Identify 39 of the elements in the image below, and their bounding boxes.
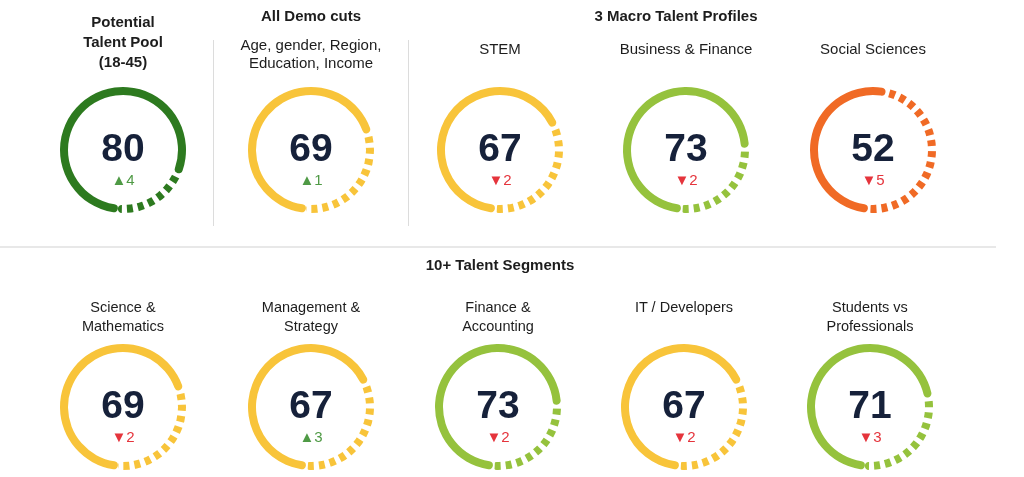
chart-title: Students vs Professionals bbox=[825, 298, 915, 336]
donut-slice bbox=[60, 344, 183, 470]
data-label: 73 bbox=[663, 126, 709, 170]
text: ▲3 bbox=[298, 428, 324, 446]
text: ▼2 bbox=[671, 428, 697, 446]
data-label: 71 bbox=[847, 383, 893, 427]
chart-title: Social Sciences bbox=[819, 39, 927, 58]
data-label: 67 bbox=[477, 126, 523, 170]
text: ▼2 bbox=[110, 428, 136, 446]
text: ▼2 bbox=[673, 171, 699, 189]
chart-title: Business & Finance bbox=[618, 39, 754, 58]
chart-title: Management & Strategy bbox=[260, 298, 362, 336]
data-label: 80 bbox=[100, 126, 146, 170]
data-label: 69 bbox=[288, 126, 334, 170]
donut-slice bbox=[435, 344, 561, 470]
text: ▲4 bbox=[110, 171, 136, 189]
donut-slice bbox=[623, 87, 749, 213]
chart-title: STEM bbox=[478, 39, 522, 58]
data-label: 67 bbox=[288, 383, 334, 427]
text: 10+ Talent Segments bbox=[424, 255, 576, 275]
chart-title: Potential Talent Pool (18-45) bbox=[82, 12, 164, 72]
chart-title: Finance & Accounting bbox=[461, 298, 535, 336]
chart-subtitle: Age, gender, Region, Education, Income bbox=[239, 36, 383, 72]
text: 3 Macro Talent Profiles bbox=[593, 6, 759, 26]
data-label: 69 bbox=[100, 383, 146, 427]
data-label: 67 bbox=[661, 383, 707, 427]
text: ▼3 bbox=[857, 428, 883, 446]
text: ▼2 bbox=[485, 428, 511, 446]
text: ▼5 bbox=[860, 171, 886, 189]
data-label: 52 bbox=[850, 126, 896, 170]
chart-title: All Demo cuts bbox=[260, 6, 362, 26]
donut-slice bbox=[807, 344, 932, 470]
text: ▲1 bbox=[298, 171, 324, 189]
data-label: 73 bbox=[475, 383, 521, 427]
text: ▼2 bbox=[487, 171, 513, 189]
chart-title: IT / Developers bbox=[633, 298, 735, 317]
chart-title: Science & Mathematics bbox=[80, 298, 166, 336]
donut-slice bbox=[248, 87, 371, 213]
donut-slice bbox=[60, 87, 186, 213]
